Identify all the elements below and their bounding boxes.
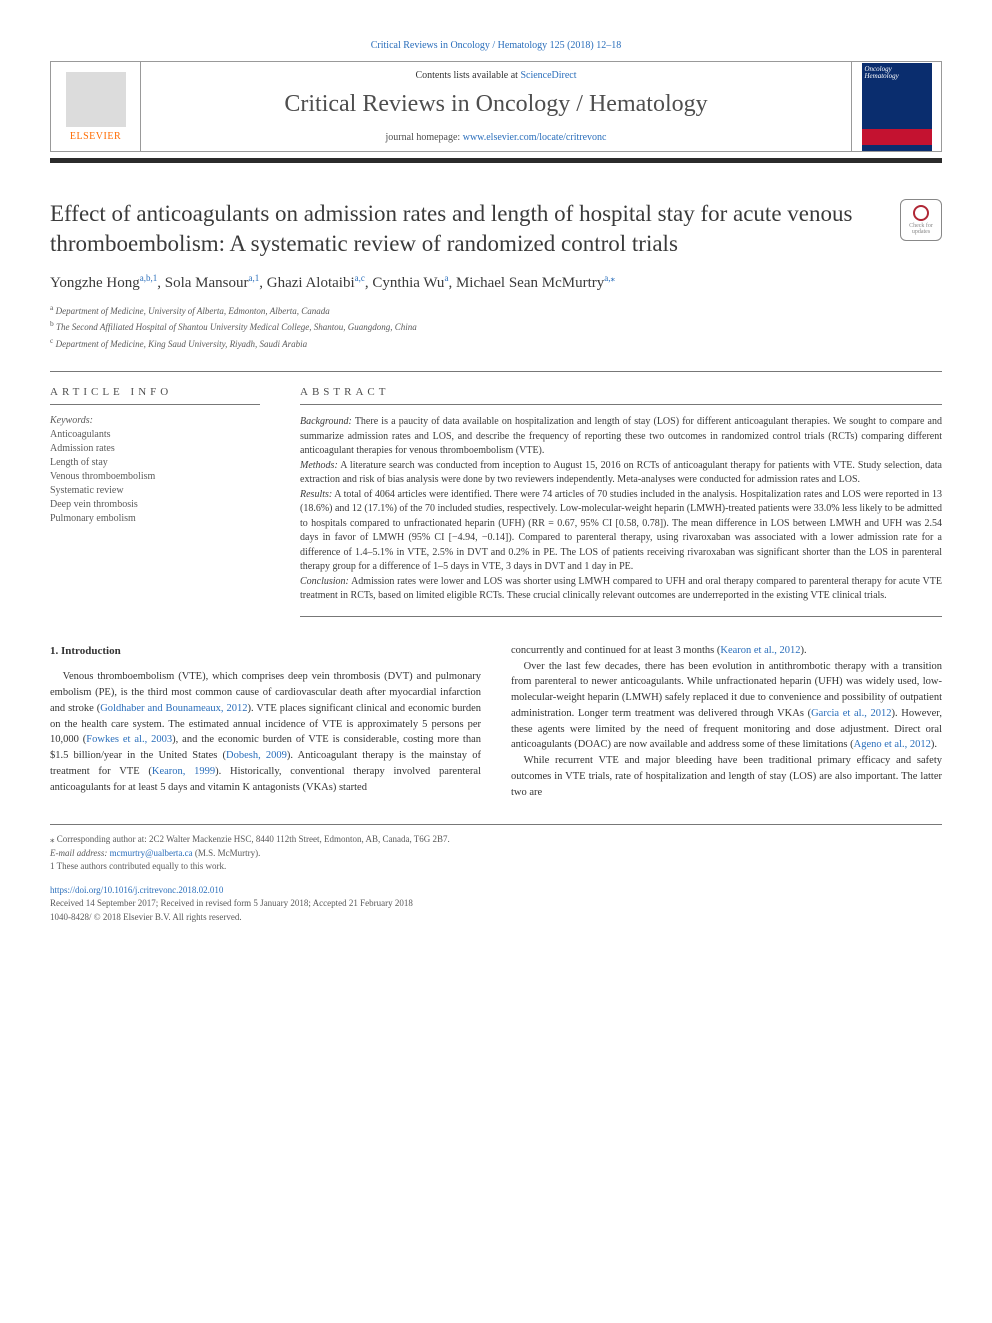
elsevier-label: ELSEVIER bbox=[70, 131, 121, 142]
affil-sup: a bbox=[50, 303, 53, 312]
abstract-bg-label: Background: bbox=[300, 416, 352, 427]
affiliations: a Department of Medicine, University of … bbox=[50, 302, 942, 352]
body-text: concurrently and continued for at least … bbox=[511, 645, 720, 656]
author-affil-sup: a bbox=[444, 273, 448, 283]
email-line: E-mail address: mcmurtry@ualberta.ca (M.… bbox=[50, 847, 942, 861]
abstract-methods: A literature search was conducted from i… bbox=[300, 460, 942, 486]
affiliation: a Department of Medicine, University of … bbox=[50, 302, 942, 319]
affil-sup: b bbox=[50, 319, 54, 328]
abstract-conclusion-label: Conclusion: bbox=[300, 576, 349, 587]
equal-contribution: 1 These authors contributed equally to t… bbox=[50, 860, 942, 874]
elsevier-logo-box: ELSEVIER bbox=[51, 62, 141, 151]
affiliation: b The Second Affiliated Hospital of Shan… bbox=[50, 318, 942, 335]
journal-homepage-link[interactable]: www.elsevier.com/locate/critrevonc bbox=[463, 132, 607, 143]
citation-link[interactable]: Ageno et al., 2012 bbox=[854, 739, 931, 750]
author-affil-sup: a,b,1 bbox=[140, 273, 158, 283]
body-paragraph: Venous thromboembolism (VTE), which comp… bbox=[50, 669, 481, 795]
author: Sola Mansour bbox=[165, 275, 249, 291]
affil-sup: c bbox=[50, 336, 53, 345]
article-title: Effect of anticoagulants on admission ra… bbox=[50, 199, 884, 259]
authors-line: Yongzhe Honga,b,1, Sola Mansoura,1, Ghaz… bbox=[50, 273, 942, 292]
body-columns: 1. Introduction Venous thromboembolism (… bbox=[50, 643, 942, 801]
author-affil-sup: a,c bbox=[355, 273, 365, 283]
received-line: Received 14 September 2017; Received in … bbox=[50, 897, 942, 911]
email-link[interactable]: mcmurtry@ualberta.ca bbox=[110, 848, 193, 858]
abstract-bottom-rule bbox=[300, 616, 942, 617]
header-rule bbox=[50, 158, 942, 163]
author-affil-sup: a,1 bbox=[248, 273, 259, 283]
author: Ghazi Alotaibi bbox=[267, 275, 355, 291]
abstract-heading: ABSTRACT bbox=[300, 386, 942, 405]
email-tail: (M.S. McMurtry). bbox=[193, 848, 261, 858]
article-info-heading: ARTICLE INFO bbox=[50, 386, 260, 405]
abstract-bg: There is a paucity of data available on … bbox=[300, 416, 942, 456]
keyword: Pulmonary embolism bbox=[50, 512, 260, 526]
sciencedirect-link[interactable]: ScienceDirect bbox=[520, 70, 576, 81]
footnotes: ⁎ Corresponding author at: 2C2 Walter Ma… bbox=[50, 824, 942, 924]
keyword: Length of stay bbox=[50, 456, 260, 470]
keywords-label: Keywords: bbox=[50, 415, 260, 426]
abstract-conclusion: Admission rates were lower and LOS was s… bbox=[300, 576, 942, 602]
journal-homepage-line: journal homepage: www.elsevier.com/locat… bbox=[151, 132, 841, 143]
abstract-methods-label: Methods: bbox=[300, 460, 338, 471]
elsevier-tree-icon bbox=[66, 72, 126, 127]
running-header: Critical Reviews in Oncology / Hematolog… bbox=[50, 40, 942, 51]
journal-cover-icon: Oncology Hematology bbox=[862, 63, 932, 151]
journal-name: Critical Reviews in Oncology / Hematolog… bbox=[151, 91, 841, 118]
body-col-right: concurrently and continued for at least … bbox=[511, 643, 942, 801]
citation-link[interactable]: Goldhaber and Bounameaux, 2012 bbox=[100, 703, 247, 714]
body-paragraph: concurrently and continued for at least … bbox=[511, 643, 942, 659]
citation-link[interactable]: Dobesh, 2009 bbox=[226, 750, 287, 761]
abstract-results-label: Results: bbox=[300, 489, 332, 500]
check-updates-line2: updates bbox=[912, 229, 930, 235]
citation-link[interactable]: Garcia et al., 2012 bbox=[811, 708, 891, 719]
body-text: While recurrent VTE and major bleeding h… bbox=[511, 755, 942, 798]
journal-header: ELSEVIER Contents lists available at Sci… bbox=[50, 61, 942, 152]
affil-text: The Second Affiliated Hospital of Shanto… bbox=[56, 322, 417, 332]
keyword: Systematic review bbox=[50, 484, 260, 498]
keywords-list: Anticoagulants Admission rates Length of… bbox=[50, 428, 260, 526]
section-1-heading: 1. Introduction bbox=[50, 643, 481, 660]
email-label: E-mail address: bbox=[50, 848, 110, 858]
journal-cover-box: Oncology Hematology bbox=[851, 62, 941, 151]
cover-title-2: Hematology bbox=[865, 72, 899, 80]
keyword: Admission rates bbox=[50, 442, 260, 456]
citation-link[interactable]: Kearon et al., 2012 bbox=[720, 645, 800, 656]
body-col-left: 1. Introduction Venous thromboembolism (… bbox=[50, 643, 481, 801]
citation-link[interactable]: Kearon, 1999 bbox=[152, 766, 215, 777]
keyword: Anticoagulants bbox=[50, 428, 260, 442]
body-paragraph: While recurrent VTE and major bleeding h… bbox=[511, 753, 942, 800]
check-updates-icon bbox=[913, 205, 929, 221]
abstract-results: A total of 4064 articles were identified… bbox=[300, 489, 942, 573]
author: Michael Sean McMurtry bbox=[456, 275, 604, 291]
body-text: ). bbox=[931, 739, 937, 750]
abstract-body: Background: There is a paucity of data a… bbox=[300, 415, 942, 604]
author: Cynthia Wu bbox=[372, 275, 444, 291]
affil-text: Department of Medicine, King Saud Univer… bbox=[56, 339, 308, 349]
doi-link[interactable]: https://doi.org/10.1016/j.critrevonc.201… bbox=[50, 885, 223, 895]
author-affil-sup: a,⁎ bbox=[604, 273, 615, 283]
body-text: ). bbox=[801, 645, 807, 656]
affil-text: Department of Medicine, University of Al… bbox=[56, 306, 330, 316]
corresponding-author: ⁎ Corresponding author at: 2C2 Walter Ma… bbox=[50, 833, 942, 847]
homepage-prefix: journal homepage: bbox=[386, 132, 463, 143]
cover-band bbox=[862, 129, 932, 145]
affiliation: c Department of Medicine, King Saud Univ… bbox=[50, 335, 942, 352]
issn-line: 1040-8428/ © 2018 Elsevier B.V. All righ… bbox=[50, 911, 942, 925]
journal-header-center: Contents lists available at ScienceDirec… bbox=[141, 62, 851, 151]
contents-line: Contents lists available at ScienceDirec… bbox=[151, 70, 841, 81]
author: Yongzhe Hong bbox=[50, 275, 140, 291]
contents-prefix: Contents lists available at bbox=[415, 70, 520, 81]
keyword: Deep vein thrombosis bbox=[50, 498, 260, 512]
check-updates-badge[interactable]: Check for updates bbox=[900, 199, 942, 241]
body-paragraph: Over the last few decades, there has bee… bbox=[511, 659, 942, 754]
citation-link[interactable]: Fowkes et al., 2003 bbox=[86, 734, 172, 745]
keyword: Venous thromboembolism bbox=[50, 470, 260, 484]
